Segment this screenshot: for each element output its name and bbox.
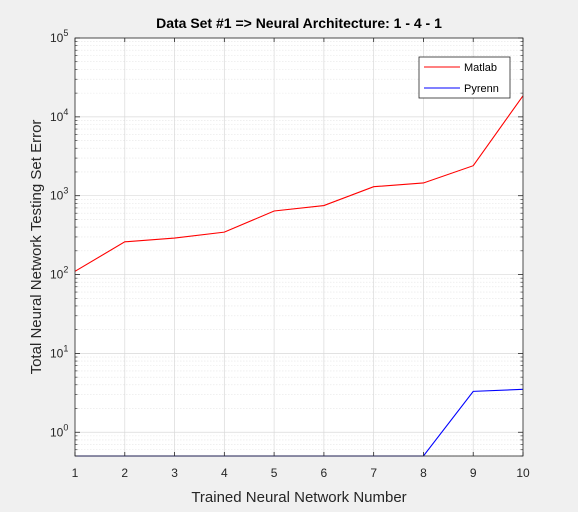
x-tick-label: 3 (171, 466, 178, 480)
x-tick-label: 10 (516, 466, 530, 480)
x-tick-label: 4 (221, 466, 228, 480)
ticks (74, 37, 524, 457)
legend-label-matlab: Matlab (464, 62, 497, 74)
x-tick-label: 6 (321, 466, 328, 480)
plot-area (75, 38, 523, 456)
x-tick-label: 1 (72, 466, 79, 480)
x-tick-label: 2 (121, 466, 128, 480)
y-tick-label: 102 (50, 265, 68, 282)
x-tick-label: 5 (271, 466, 278, 480)
y-tick-label: 103 (50, 186, 68, 203)
x-tick-labels: 1 2 3 4 5 6 7 8 9 10 (72, 466, 530, 480)
x-axis-label: Trained Neural Network Number (191, 489, 406, 506)
y-tick-label: 105 (50, 28, 68, 45)
legend-box (418, 56, 511, 99)
legend: Matlab Pyrenn (418, 56, 511, 99)
x-tick-label: 7 (370, 466, 377, 480)
y-axis-label: Total Neural Network Testing Set Error (28, 120, 45, 375)
x-tick-label: 9 (470, 466, 477, 480)
x-tick-label: 8 (420, 466, 427, 480)
y-tick-label: 100 (50, 422, 68, 439)
legend-label-pyrenn: Pyrenn (464, 83, 499, 95)
y-tick-label: 101 (50, 343, 68, 360)
y-tick-labels: 100 101 102 103 104 105 (50, 28, 68, 439)
plot-frame (74, 37, 524, 457)
chart-title: Data Set #1 => Neural Architecture: 1 - … (156, 15, 442, 31)
series-line-matlab (74, 95, 524, 272)
y-tick-label: 104 (50, 107, 68, 124)
